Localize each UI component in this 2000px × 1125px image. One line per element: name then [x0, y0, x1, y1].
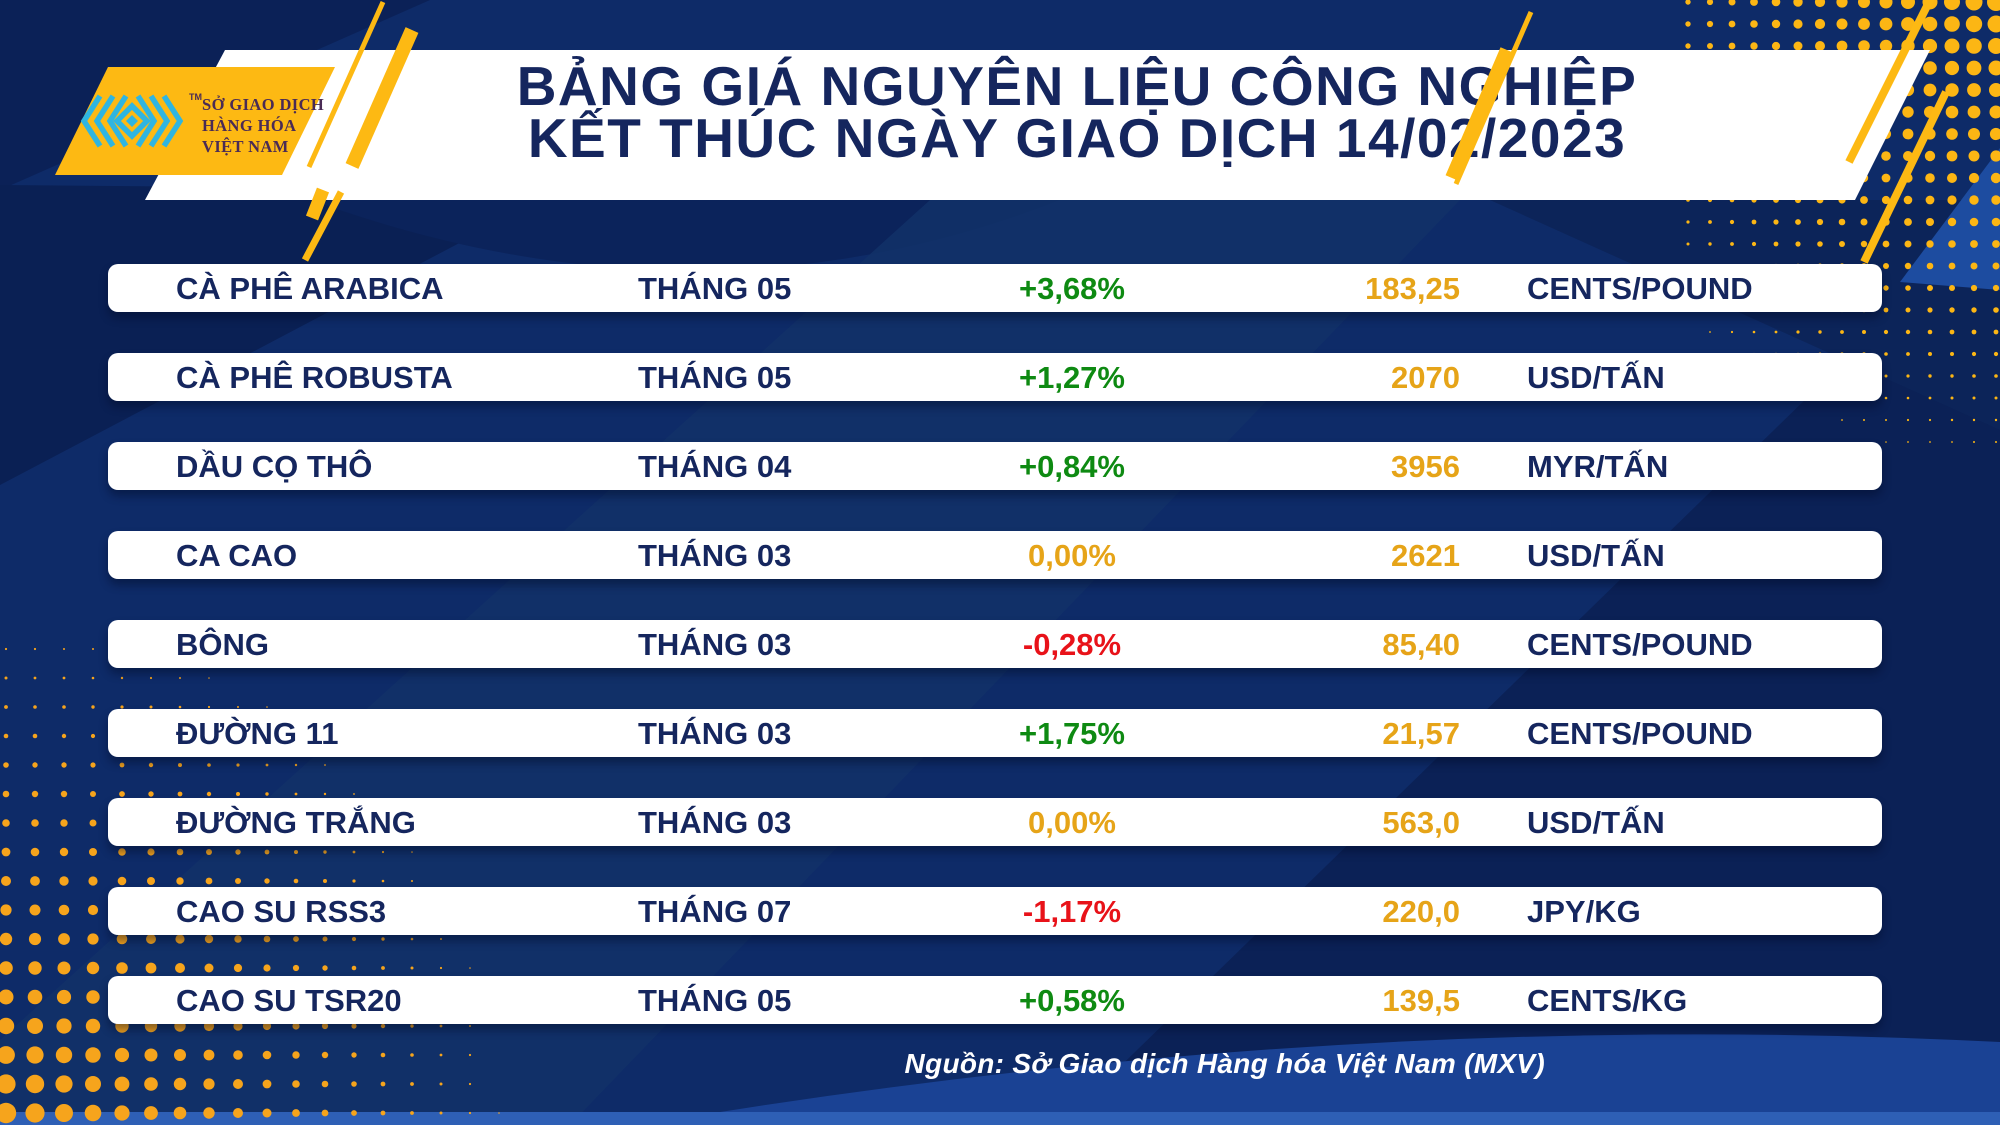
logo-org-line-1: SỞ GIAO DỊCH	[202, 95, 325, 114]
logo-plate	[55, 67, 335, 175]
percent-change: -1,17%	[1022, 894, 1122, 929]
table-row: CA CAO THÁNG 03 0,00% 2621 USD/TẤN	[108, 531, 1882, 579]
contract-month: THÁNG 03	[638, 716, 792, 751]
price-unit: CENTS/POUND	[1527, 627, 1753, 662]
table-row: CAO SU TSR20 THÁNG 05 +0,58% 139,5 CENTS…	[108, 976, 1882, 1024]
logo-org-line-3: VIỆT NAM	[202, 137, 289, 156]
percent-change: -0,28%	[1022, 627, 1122, 662]
commodity-name: BÔNG	[176, 627, 269, 662]
logo-org-name: SỞ GIAO DỊCH HÀNG HÓA VIỆT NAM	[202, 94, 324, 157]
table-row: DẦU CỌ THÔ THÁNG 04 +0,84% 3956 MYR/TẤN	[108, 442, 1882, 490]
header-banner	[145, 50, 1930, 200]
price-value: 183,25	[1365, 271, 1460, 306]
percent-change: +1,27%	[1018, 360, 1125, 395]
contract-month: THÁNG 03	[638, 627, 792, 662]
commodity-name: CA CAO	[176, 538, 298, 573]
percent-change: +3,68%	[1018, 271, 1125, 306]
price-unit: JPY/KG	[1527, 894, 1641, 929]
page-title-line-1: BẢNG GIÁ NGUYÊN LIỆU CÔNG NGHIỆP	[516, 55, 1638, 117]
percent-change: 0,00%	[1028, 805, 1116, 840]
percent-change: 0,00%	[1028, 538, 1116, 573]
contract-month: THÁNG 04	[638, 449, 792, 484]
table-row: CÀ PHÊ ROBUSTA THÁNG 05 +1,27% 2070 USD/…	[108, 353, 1882, 401]
price-unit: USD/TẤN	[1527, 538, 1665, 573]
price-unit: USD/TẤN	[1527, 805, 1665, 840]
table-row: BÔNG THÁNG 03 -0,28% 85,40 CENTS/POUND	[108, 620, 1882, 668]
table-row: CÀ PHÊ ARABICA THÁNG 05 +3,68% 183,25 CE…	[108, 264, 1882, 312]
logo-org-line-2: HÀNG HÓA	[202, 116, 297, 135]
table-row: ĐƯỜNG TRẮNG THÁNG 03 0,00% 563,0 USD/TẤN	[108, 798, 1882, 846]
commodity-name: CÀ PHÊ ROBUSTA	[176, 360, 453, 395]
commodity-name: CÀ PHÊ ARABICA	[176, 271, 444, 306]
price-value: 2621	[1391, 538, 1460, 573]
commodity-name: DẦU CỌ THÔ	[176, 449, 373, 484]
table-row: ĐƯỜNG 11 THÁNG 03 +1,75% 21,57 CENTS/POU…	[108, 709, 1882, 757]
price-value: 2070	[1391, 360, 1460, 395]
table-row: CAO SU RSS3 THÁNG 07 -1,17% 220,0 JPY/KG	[108, 887, 1882, 935]
price-value: 563,0	[1382, 805, 1460, 840]
contract-month: THÁNG 05	[638, 983, 792, 1018]
mxv-logo-icon	[80, 94, 184, 148]
contract-month: THÁNG 03	[638, 538, 792, 573]
price-value: 85,40	[1382, 627, 1460, 662]
price-table: CÀ PHÊ ARABICA THÁNG 05 +3,68% 183,25 CE…	[108, 264, 1882, 1065]
trademark-symbol: TM	[189, 92, 202, 102]
commodity-name: CAO SU RSS3	[176, 894, 387, 929]
price-unit: CENTS/POUND	[1527, 271, 1753, 306]
price-unit: MYR/TẤN	[1527, 449, 1669, 484]
percent-change: +0,58%	[1018, 983, 1125, 1018]
price-value: 220,0	[1382, 894, 1460, 929]
price-unit: USD/TẤN	[1527, 360, 1665, 395]
price-unit: CENTS/POUND	[1527, 716, 1753, 751]
source-attribution: Nguồn: Sở Giao dịch Hàng hóa Việt Nam (M…	[904, 1048, 1545, 1079]
contract-month: THÁNG 03	[638, 805, 792, 840]
price-unit: CENTS/KG	[1527, 983, 1688, 1018]
page-title-line-2: KẾT THÚC NGÀY GIAO DỊCH 14/02/2023	[527, 107, 1627, 169]
commodity-name: ĐƯỜNG 11	[176, 716, 339, 751]
percent-change: +0,84%	[1018, 449, 1125, 484]
commodity-name: ĐƯỜNG TRẮNG	[176, 805, 416, 840]
contract-month: THÁNG 07	[638, 894, 792, 929]
contract-month: THÁNG 05	[638, 360, 792, 395]
price-value: 3956	[1391, 449, 1460, 484]
page-title: BẢNG GIÁ NGUYÊN LIỆU CÔNG NGHIỆP KẾT THÚ…	[420, 55, 1734, 169]
percent-change: +1,75%	[1018, 716, 1125, 751]
contract-month: THÁNG 05	[638, 271, 792, 306]
commodity-name: CAO SU TSR20	[176, 983, 402, 1018]
price-value: 139,5	[1382, 983, 1460, 1018]
price-value: 21,57	[1382, 716, 1460, 751]
